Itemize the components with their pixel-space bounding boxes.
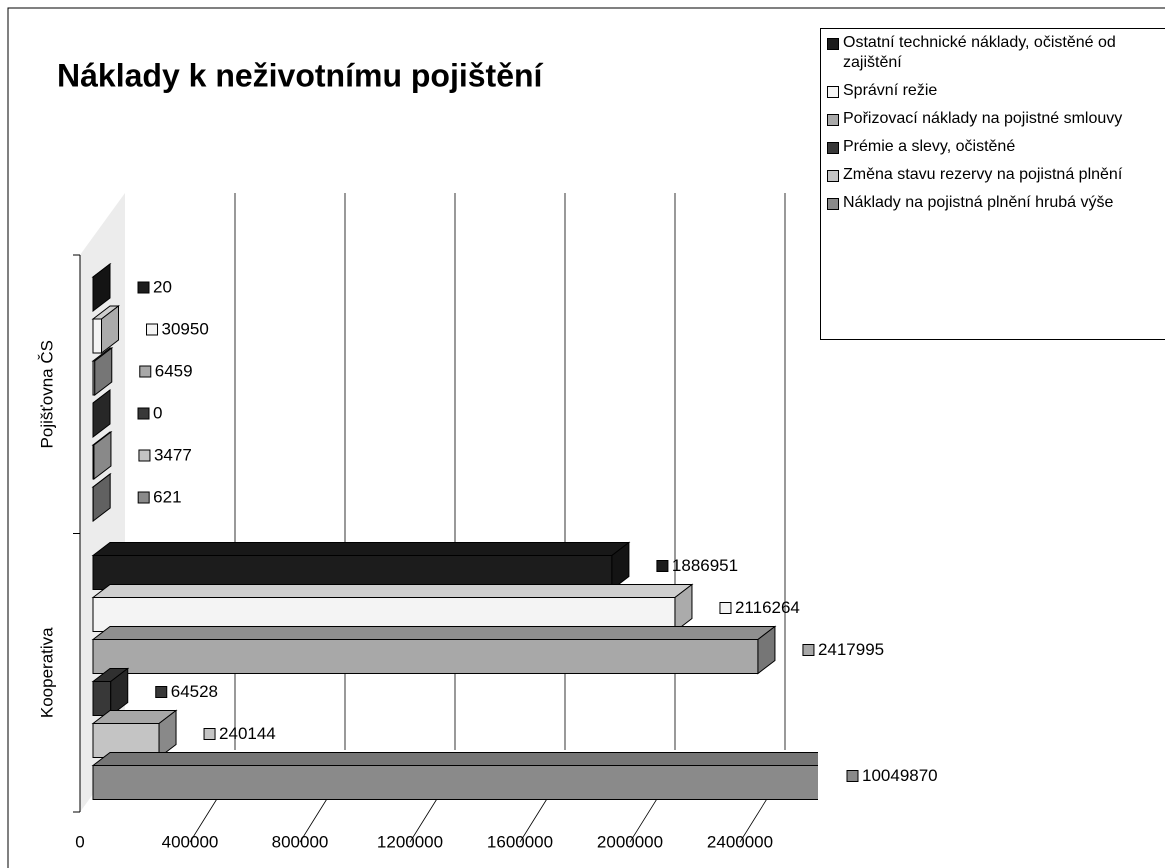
value-label: 3477	[154, 445, 192, 464]
legend-label: Ostatní technické náklady, očistěné od z…	[843, 34, 1116, 71]
bar-top	[91, 626, 777, 640]
bar-end	[674, 583, 693, 633]
bar	[92, 597, 676, 632]
bar-end	[93, 430, 112, 481]
bar-top	[91, 752, 818, 766]
value-label-swatch	[846, 770, 859, 782]
value-label-swatch	[137, 491, 150, 504]
value-label: 6459	[155, 361, 193, 380]
value-label-swatch	[656, 560, 669, 572]
bar	[92, 681, 112, 716]
legend-label: Změna stavu rezervy na pojistná plnění	[843, 166, 1123, 183]
y-tick-label: Pojišťovna ČS	[37, 340, 56, 448]
value-label: 2116264	[735, 598, 800, 617]
x-tick-label: 0	[75, 832, 84, 851]
legend-swatch	[827, 198, 839, 210]
value-label-swatch	[139, 365, 152, 378]
legend-label: Prémie a slevy, očistěné	[843, 138, 1016, 155]
x-tick-label: 2400000	[707, 832, 773, 851]
chart-title: Náklady k neživotnímu pojištění	[57, 57, 544, 93]
bars	[91, 262, 818, 800]
legend-swatch	[827, 170, 839, 182]
value-label: 0	[153, 403, 162, 422]
legend-item: Prémie a slevy, očistěné	[827, 137, 1165, 157]
value-label: 30950	[162, 319, 209, 338]
value-label: 64528	[171, 682, 218, 701]
x-tick-label: 1200000	[377, 832, 443, 851]
x-tick-label: 2000000	[597, 832, 663, 851]
bar-end	[757, 625, 776, 675]
bar	[92, 639, 759, 674]
bar-top	[91, 584, 694, 598]
x-tick-label: 800000	[272, 832, 329, 851]
value-label-swatch	[137, 407, 150, 420]
legend-item: Změna stavu rezervy na pojistná plnění	[827, 165, 1165, 185]
legend-swatch	[827, 86, 839, 98]
value-label-swatch	[802, 644, 815, 656]
legend-item: Správní režie	[827, 81, 1165, 101]
legend-item: Náklady na pojistná plnění hrubá výše	[827, 193, 1165, 213]
value-label: 621	[153, 487, 181, 506]
bar	[92, 318, 103, 354]
value-label: 240144	[219, 724, 276, 743]
legend-label: Správní režie	[843, 82, 938, 99]
legend-swatch	[827, 114, 839, 126]
legend-swatch	[827, 142, 839, 154]
value-label: 1886951	[672, 556, 738, 575]
bar-end	[92, 472, 111, 523]
legend-label: Pořizovací náklady na pojistné smlouvy	[843, 110, 1123, 127]
x-tick-label: 400000	[162, 832, 219, 851]
legend: Ostatní technické náklady, očistěné od z…	[820, 28, 1165, 340]
bar	[92, 723, 160, 758]
value-label-swatch	[719, 602, 732, 614]
bar-end	[92, 388, 111, 439]
value-label-swatch	[138, 449, 151, 462]
bar-end	[101, 304, 120, 355]
legend-label: Náklady na pojistná plnění hrubá výše	[843, 194, 1114, 211]
value-label: 20	[153, 277, 172, 296]
y-tick-label: Kooperativa	[37, 627, 56, 718]
value-label-swatch	[137, 281, 150, 294]
value-label-swatch	[146, 323, 159, 336]
bar-top	[91, 542, 631, 556]
bar-end	[94, 346, 113, 397]
plot-area: 0 400000 800000 1200000 1600000 2000000 240000…	[37, 193, 938, 851]
bar-end	[92, 262, 111, 313]
value-label-swatch	[155, 686, 168, 698]
value-label: 2417995	[818, 640, 884, 659]
bar-end	[110, 667, 129, 717]
value-label: 10049870	[862, 766, 938, 785]
value-label-swatch	[203, 728, 216, 740]
x-tick-label: 1600000	[487, 832, 553, 851]
legend-item: Pořizovací náklady na pojistné smlouvy	[827, 109, 1165, 129]
bar-end	[611, 541, 630, 591]
bar	[92, 765, 818, 800]
legend-swatch	[827, 38, 839, 50]
bar-end	[158, 709, 177, 759]
legend-item: Ostatní technické náklady, očistěné od z…	[827, 33, 1165, 73]
